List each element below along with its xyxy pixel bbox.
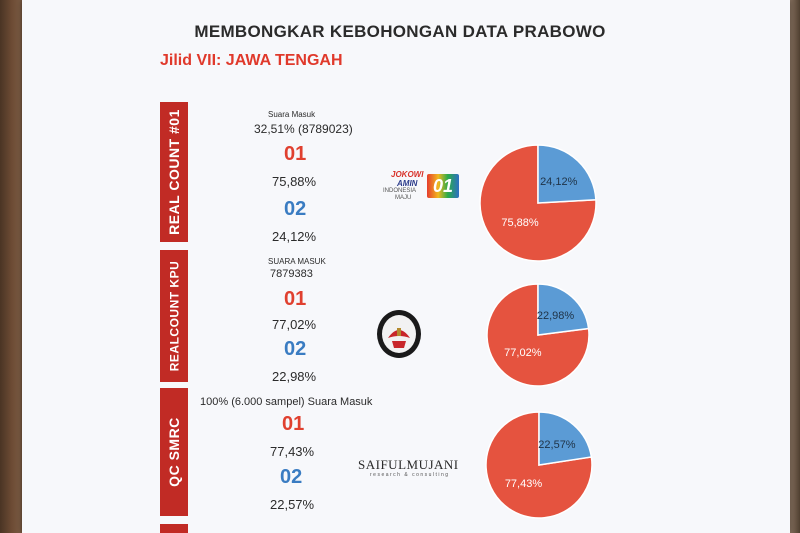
pie-label-02: 22,98%	[537, 310, 575, 322]
pie-label-02: 24,12%	[540, 176, 578, 188]
pie-label-01: 75,88%	[501, 217, 539, 229]
candidate-02-percent: 22,98%	[272, 369, 317, 384]
suara-masuk-label: Suara Masuk	[268, 110, 316, 119]
candidate-02-percent: 22,57%	[270, 497, 315, 512]
pie-slice-02	[537, 283, 590, 336]
badge-01: 01	[427, 174, 459, 198]
candidate-02-number: 02	[280, 466, 303, 488]
candidate-01-percent: 75,88%	[272, 174, 317, 189]
suara-masuk-value: 100% (6.000 sampel) Suara Masuk	[200, 396, 373, 408]
pie-slice-02	[537, 144, 597, 204]
pie-label-01: 77,02%	[504, 347, 542, 359]
suara-masuk-label: SUARA MASUK	[268, 257, 326, 266]
pie-slice-02	[538, 411, 593, 466]
candidate-01-number: 01	[284, 143, 307, 165]
suara-masuk-value: 7879383	[270, 268, 313, 280]
page-subtitle: Jilid VII: JAWA TENGAH	[160, 52, 343, 69]
candidate-02-number: 02	[284, 198, 307, 220]
pie-chart-qc-smrc: 22,57% 77,43%	[485, 411, 593, 519]
pie-chart-real-count: 24,12% 75,88%	[479, 144, 597, 262]
pie-label-01: 77,43%	[505, 478, 543, 490]
candidate-01-percent: 77,02%	[272, 317, 317, 332]
saifulmujani-logo: SAIFULMUJANI research & consulting	[358, 457, 459, 478]
pie-label-02: 22,57%	[538, 439, 576, 451]
row-label-qc-smrc: QC SMRC	[160, 388, 188, 516]
pie-chart-realcount-kpu: 22,98% 77,02%	[486, 283, 590, 387]
kpu-emblem-icon	[377, 310, 421, 358]
candidate-01-number: 01	[282, 413, 305, 435]
candidate-01-number: 01	[284, 288, 307, 310]
candidate-01-percent: 77,43%	[270, 444, 315, 459]
paper-sheet	[22, 0, 790, 533]
candidate-02-number: 02	[284, 338, 307, 360]
row-label-realcount-kpu: REALCOUNT KPU	[160, 250, 188, 382]
jokowi-amin-logo: JOKOWI AMIN INDONESIA MAJU 01	[383, 170, 463, 204]
row-label-real-count: REAL COUNT #01	[160, 102, 188, 242]
candidate-02-percent: 24,12%	[272, 229, 317, 244]
pie-slice-01	[486, 283, 590, 387]
page-title: MEMBONGKAR KEBOHONGAN DATA PRABOWO	[194, 22, 606, 41]
suara-masuk-value: 32,51% (8789023)	[254, 122, 353, 136]
row-label-next	[160, 524, 188, 533]
